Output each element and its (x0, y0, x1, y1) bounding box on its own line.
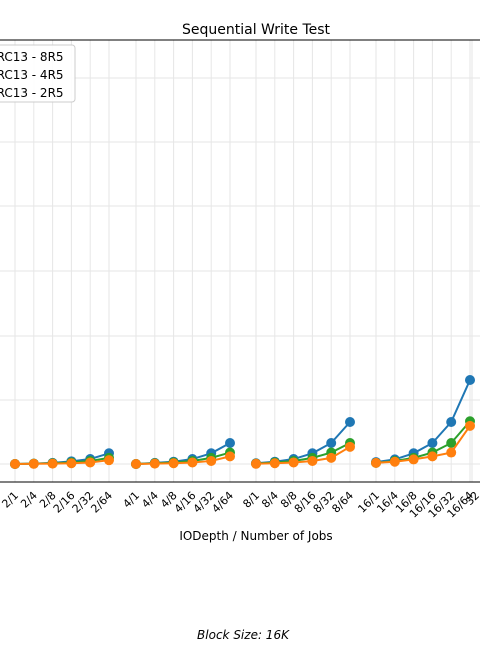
data-point (187, 457, 198, 468)
data-point (85, 457, 96, 468)
data-point (345, 441, 355, 452)
data-point (269, 458, 280, 469)
data-point (408, 454, 419, 465)
data-point (288, 457, 299, 468)
data-point (389, 456, 400, 467)
data-point (10, 459, 20, 469)
data-point (446, 417, 457, 427)
data-point (251, 458, 261, 469)
x-tick-label: 2/1 (0, 489, 21, 511)
x-tick-labels: 2/12/42/82/162/322/64 4/14/44/84/164/324/… (0, 489, 480, 521)
data-point (206, 455, 217, 466)
data-point (446, 447, 457, 458)
chart-title: Sequential Write Test (182, 22, 331, 38)
data-point (225, 451, 235, 462)
data-point (104, 455, 114, 466)
plot-area (0, 40, 480, 482)
footer-note: Block Size: 16K (197, 628, 290, 642)
data-point (371, 457, 381, 468)
data-point (149, 458, 160, 469)
data-point (131, 459, 141, 469)
data-point (446, 438, 457, 448)
x-tick-label: 2/4 (18, 489, 40, 511)
gridlines (0, 40, 480, 482)
data-point (28, 458, 39, 469)
data-point (427, 451, 438, 462)
data-point (326, 452, 337, 463)
data-point (326, 438, 337, 448)
x-tick-label: 4/64 (209, 489, 236, 516)
data-point (307, 455, 318, 466)
x-axis-label: IODepth / Number of Jobs (179, 529, 332, 543)
x-tick-label: 2/64 (88, 489, 115, 516)
x-tick-label: 8/1 (240, 489, 262, 511)
data-point (345, 417, 355, 427)
data-point (427, 438, 438, 448)
x-tick-label: 8/64 (329, 489, 356, 516)
legend-entry: ERC13 - 4R5 (0, 68, 64, 82)
data-point (47, 458, 58, 469)
x-tick-label: 32 (463, 489, 480, 508)
legend: ERC13 - 8R5 ERC13 - 4R5 ERC13 - 2R5 (0, 44, 76, 103)
legend-box (0, 44, 76, 103)
x-tick-label: 4/1 (120, 489, 142, 511)
x-tick-label: 8/4 (259, 489, 281, 511)
data-point (168, 458, 179, 469)
data-point (66, 458, 77, 469)
legend-entry: ERC13 - 8R5 (0, 50, 64, 64)
series-layer (10, 375, 475, 469)
legend-entry: ERC13 - 2R5 (0, 86, 64, 100)
data-point (225, 438, 235, 448)
data-point (465, 375, 475, 385)
data-point (465, 420, 475, 431)
x-tick-label: 4/4 (139, 489, 161, 511)
